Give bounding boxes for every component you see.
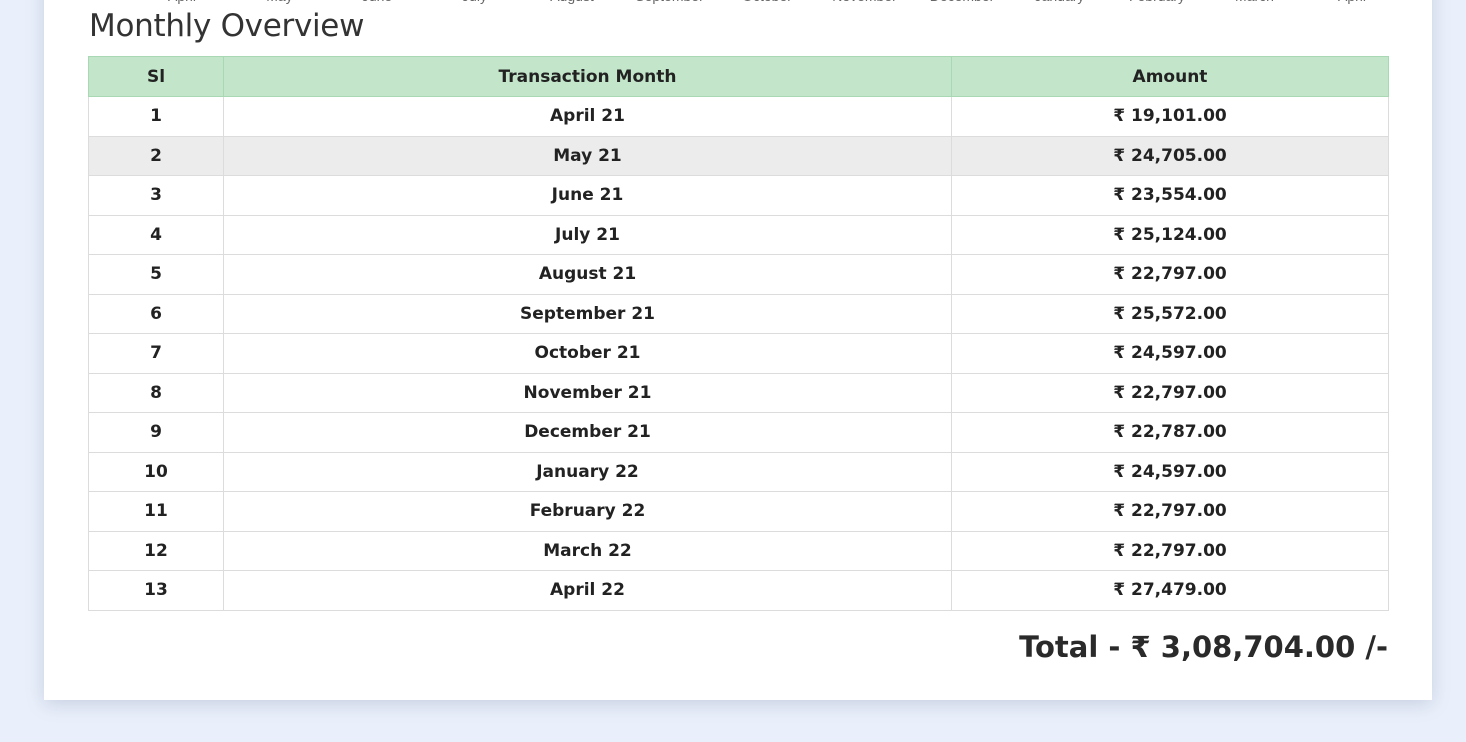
- x-axis-tick-label: April: [1338, 0, 1366, 4]
- transaction-month-cell: March 22: [223, 530, 952, 571]
- overview-card: April May June July August September October No…: [44, 0, 1432, 700]
- amount-cell: ₹ 24,597.00: [951, 451, 1389, 492]
- table-row: 13 April 22 ₹ 27,479.00: [88, 570, 1389, 611]
- x-axis-tick-label: May: [266, 0, 292, 4]
- sl-cell: 1: [88, 96, 224, 137]
- table-row: 6 September 21 ₹ 25,572.00: [88, 293, 1389, 334]
- transaction-month-cell: January 22: [223, 451, 952, 492]
- transaction-month-cell: September 21: [223, 293, 952, 334]
- amount-cell: ₹ 22,797.00: [951, 530, 1389, 571]
- x-axis-tick-label: February: [1129, 0, 1185, 4]
- table-row: 3 June 21 ₹ 23,554.00: [88, 175, 1389, 216]
- transaction-month-cell: July 21: [223, 214, 952, 255]
- amount-cell: ₹ 23,554.00: [951, 175, 1389, 216]
- table-row: 4 July 21 ₹ 25,124.00: [88, 214, 1389, 255]
- sl-cell: 6: [88, 293, 224, 334]
- sl-cell: 2: [88, 135, 224, 176]
- sl-cell: 7: [88, 333, 224, 374]
- amount-cell: ₹ 24,597.00: [951, 333, 1389, 374]
- transaction-month-cell: April 21: [223, 96, 952, 137]
- transaction-month-cell: November 21: [223, 372, 952, 413]
- sl-cell: 12: [88, 530, 224, 571]
- x-axis-tick-label: June: [362, 0, 392, 4]
- amount-cell: ₹ 25,124.00: [951, 214, 1389, 255]
- column-header-sl: Sl: [88, 56, 224, 97]
- sl-cell: 9: [88, 412, 224, 453]
- table-row: 9 December 21 ₹ 22,787.00: [88, 412, 1389, 453]
- x-axis-tick-label: December: [930, 0, 995, 4]
- amount-cell: ₹ 22,797.00: [951, 491, 1389, 532]
- amount-cell: ₹ 22,797.00: [951, 372, 1389, 413]
- transaction-month-cell: April 22: [223, 570, 952, 611]
- sl-cell: 4: [88, 214, 224, 255]
- transaction-month-cell: May 21: [223, 135, 952, 176]
- x-axis-tick-label: January: [1035, 0, 1085, 4]
- chart-x-axis: April May June July August September October No…: [44, 0, 1432, 6]
- amount-cell: ₹ 19,101.00: [951, 96, 1389, 137]
- sl-cell: 13: [88, 570, 224, 611]
- table-row: 7 October 21 ₹ 24,597.00: [88, 333, 1389, 374]
- table-row: 8 November 21 ₹ 22,797.00: [88, 372, 1389, 413]
- amount-cell: ₹ 25,572.00: [951, 293, 1389, 334]
- sl-cell: 3: [88, 175, 224, 216]
- sl-cell: 8: [88, 372, 224, 413]
- table-row: 10 January 22 ₹ 24,597.00: [88, 451, 1389, 492]
- x-axis-tick-label: March: [1235, 0, 1274, 4]
- table-row: 12 March 22 ₹ 22,797.00: [88, 530, 1389, 571]
- monthly-overview-table: Sl Transaction Month Amount 1 April 21 ₹ 1…: [88, 56, 1389, 611]
- amount-cell: ₹ 22,787.00: [951, 412, 1389, 453]
- x-axis-tick-label: April: [168, 0, 196, 4]
- transaction-month-cell: February 22: [223, 491, 952, 532]
- x-axis-tick-label: October: [742, 0, 792, 4]
- x-axis-tick-label: July: [462, 0, 487, 4]
- column-header-transaction-month: Transaction Month: [223, 56, 952, 97]
- transaction-month-cell: June 21: [223, 175, 952, 216]
- x-axis-tick-label: September: [635, 0, 703, 4]
- table-row: 2 May 21 ₹ 24,705.00: [88, 135, 1389, 176]
- table-header-row: Sl Transaction Month Amount: [88, 56, 1389, 97]
- section-title: Monthly Overview: [89, 8, 365, 44]
- x-axis-tick-label: November: [832, 0, 897, 4]
- total-amount: Total - ₹ 3,08,704.00 /-: [1019, 630, 1388, 664]
- sl-cell: 10: [88, 451, 224, 492]
- x-axis-tick-label: August: [550, 0, 594, 4]
- table-row: 1 April 21 ₹ 19,101.00: [88, 96, 1389, 137]
- amount-cell: ₹ 22,797.00: [951, 254, 1389, 295]
- column-header-amount: Amount: [951, 56, 1389, 97]
- sl-cell: 5: [88, 254, 224, 295]
- table-row: 11 February 22 ₹ 22,797.00: [88, 491, 1389, 532]
- table-row: 5 August 21 ₹ 22,797.00: [88, 254, 1389, 295]
- amount-cell: ₹ 27,479.00: [951, 570, 1389, 611]
- transaction-month-cell: August 21: [223, 254, 952, 295]
- transaction-month-cell: October 21: [223, 333, 952, 374]
- table-body: 1 April 21 ₹ 19,101.00 2 May 21 ₹ 24,705.00 3 J…: [88, 96, 1389, 611]
- amount-cell: ₹ 24,705.00: [951, 135, 1389, 176]
- sl-cell: 11: [88, 491, 224, 532]
- transaction-month-cell: December 21: [223, 412, 952, 453]
